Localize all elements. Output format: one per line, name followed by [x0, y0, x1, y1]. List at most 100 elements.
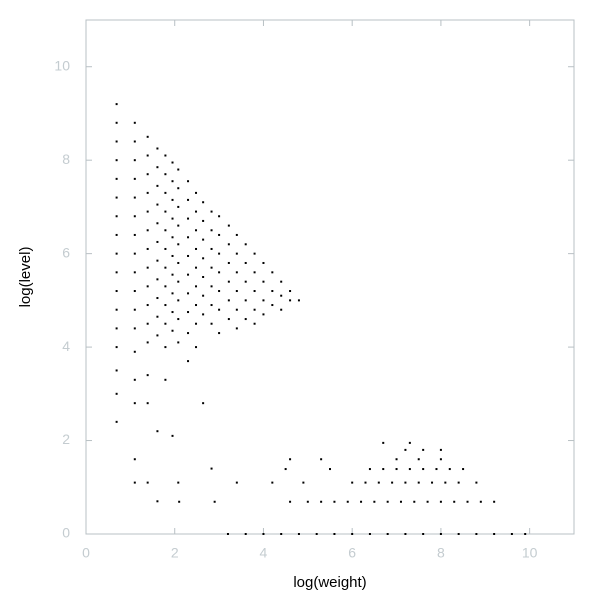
point	[156, 334, 159, 337]
point	[382, 441, 385, 444]
point	[408, 441, 411, 444]
point	[320, 500, 323, 503]
point	[156, 203, 159, 206]
point	[146, 481, 149, 484]
point	[195, 191, 198, 194]
point	[280, 308, 283, 311]
point	[171, 273, 174, 276]
point	[404, 481, 407, 484]
point	[164, 191, 167, 194]
point	[171, 236, 174, 239]
point	[146, 210, 149, 213]
point	[195, 210, 198, 213]
x-tick-label: 6	[348, 545, 356, 561]
point	[475, 481, 478, 484]
point	[244, 318, 247, 321]
point	[195, 346, 198, 349]
point	[177, 187, 180, 190]
point	[177, 299, 180, 302]
point	[187, 180, 190, 183]
point	[133, 290, 136, 293]
point	[115, 290, 118, 293]
point	[235, 327, 238, 330]
point	[227, 243, 230, 246]
point	[413, 500, 416, 503]
point	[187, 311, 190, 314]
point	[253, 322, 256, 325]
point	[431, 481, 434, 484]
y-tick-label: 6	[62, 244, 70, 260]
point	[244, 243, 247, 246]
y-tick-label: 2	[62, 431, 70, 447]
point	[187, 198, 190, 201]
x-tick-label: 4	[260, 545, 268, 561]
point	[195, 322, 198, 325]
point	[115, 327, 118, 330]
plot-frame	[85, 19, 575, 535]
point	[422, 533, 425, 535]
point	[177, 243, 180, 246]
point	[115, 271, 118, 274]
point	[164, 154, 167, 157]
point	[475, 533, 478, 535]
point	[235, 481, 238, 484]
point	[177, 280, 180, 283]
point	[297, 533, 300, 535]
point	[133, 233, 136, 236]
point	[399, 500, 402, 503]
point	[164, 322, 167, 325]
point	[368, 468, 371, 471]
point	[210, 229, 213, 232]
point	[271, 271, 274, 274]
point	[302, 481, 305, 484]
point	[253, 271, 256, 274]
point	[404, 533, 407, 535]
point	[156, 184, 159, 187]
point	[244, 533, 247, 535]
point	[171, 434, 174, 437]
point	[133, 402, 136, 405]
point	[315, 533, 318, 535]
point	[187, 236, 190, 239]
point	[115, 392, 118, 395]
point	[156, 222, 159, 225]
point	[417, 481, 420, 484]
point	[171, 217, 174, 220]
point	[156, 259, 159, 262]
point	[195, 229, 198, 232]
point	[146, 154, 149, 157]
point	[164, 247, 167, 250]
point	[360, 500, 363, 503]
point	[133, 196, 136, 199]
point	[280, 294, 283, 297]
point	[395, 458, 398, 461]
point	[210, 322, 213, 325]
point	[171, 180, 174, 183]
point	[373, 500, 376, 503]
point	[235, 290, 238, 293]
point	[202, 257, 205, 260]
point	[156, 430, 159, 433]
point	[253, 290, 256, 293]
point	[262, 299, 265, 302]
point	[439, 458, 442, 461]
point	[218, 215, 221, 218]
point	[156, 315, 159, 318]
point	[462, 468, 465, 471]
point	[115, 177, 118, 180]
point	[195, 304, 198, 307]
point	[115, 215, 118, 218]
point	[171, 254, 174, 257]
point	[244, 280, 247, 283]
point	[439, 448, 442, 451]
y-tick-label: 8	[62, 151, 70, 167]
point	[386, 500, 389, 503]
point	[177, 481, 180, 484]
point	[202, 219, 205, 222]
point	[235, 233, 238, 236]
point	[333, 500, 336, 503]
point	[146, 322, 149, 325]
point	[146, 247, 149, 250]
point	[171, 311, 174, 314]
y-tick-label: 4	[62, 338, 70, 354]
